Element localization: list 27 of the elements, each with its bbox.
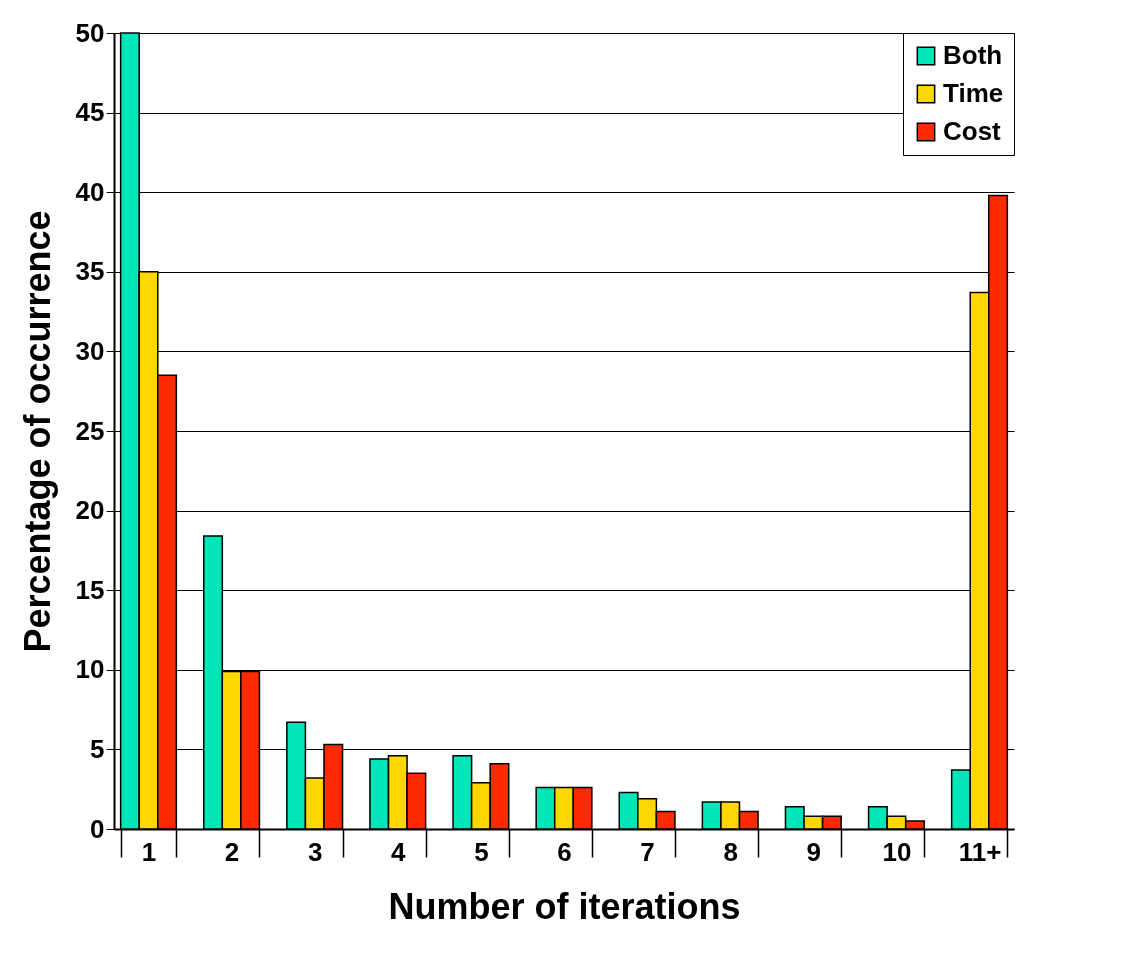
y-tick-label: 40 [75, 176, 105, 207]
x-tick-label: 4 [391, 836, 407, 867]
x-tick-label: 1 [141, 836, 157, 867]
y-tick-label: 10 [75, 654, 105, 685]
x-tick-label: 8 [723, 836, 738, 867]
legend-label: Cost [943, 116, 1002, 146]
x-tick-label: 10 [882, 836, 912, 867]
y-tick-label: 0 [90, 813, 105, 844]
x-tick-label: 7 [640, 836, 655, 867]
y-tick-label: 5 [90, 733, 105, 764]
y-tick-label: 25 [75, 415, 105, 446]
x-tick-label: 2 [224, 836, 240, 867]
x-tick-label: 6 [557, 836, 572, 867]
legend-label: Time [943, 78, 1004, 108]
y-tick-label: 15 [75, 574, 105, 605]
y-tick-label: 35 [75, 256, 105, 287]
x-tick-label: 11+ [958, 836, 1002, 867]
y-tick-label: 20 [75, 495, 105, 526]
x-tick-label: 9 [806, 836, 822, 867]
y-tick-label: 45 [75, 97, 105, 128]
x-axis-title: Number of iterations [388, 885, 741, 927]
y-axis-title: Percentage of occurrence [16, 210, 58, 653]
x-tick-label: 5 [474, 836, 489, 867]
legend-label: Both [943, 40, 1003, 70]
y-tick-label: 50 [75, 17, 105, 48]
x-tick-label: 3 [307, 836, 323, 867]
y-tick-label: 30 [75, 335, 105, 366]
